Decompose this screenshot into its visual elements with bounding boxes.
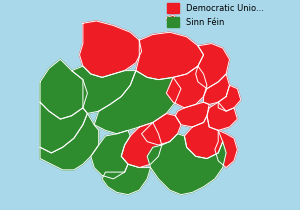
Polygon shape — [136, 32, 204, 80]
Polygon shape — [40, 113, 99, 170]
Polygon shape — [196, 43, 230, 89]
Polygon shape — [167, 66, 207, 108]
Polygon shape — [40, 59, 87, 119]
Polygon shape — [147, 134, 226, 195]
Polygon shape — [80, 21, 142, 77]
Polygon shape — [121, 122, 162, 168]
Polygon shape — [167, 15, 178, 23]
Polygon shape — [72, 66, 136, 113]
Polygon shape — [207, 102, 237, 130]
Legend: Democratic Unio..., Sinn Féin: Democratic Unio..., Sinn Féin — [165, 1, 266, 29]
Polygon shape — [204, 74, 230, 104]
Polygon shape — [142, 113, 181, 145]
Polygon shape — [102, 164, 151, 195]
Polygon shape — [91, 130, 130, 179]
Polygon shape — [94, 71, 181, 134]
Polygon shape — [40, 102, 87, 153]
Polygon shape — [215, 130, 237, 168]
Polygon shape — [176, 102, 209, 127]
Polygon shape — [218, 85, 241, 111]
Polygon shape — [184, 116, 223, 159]
